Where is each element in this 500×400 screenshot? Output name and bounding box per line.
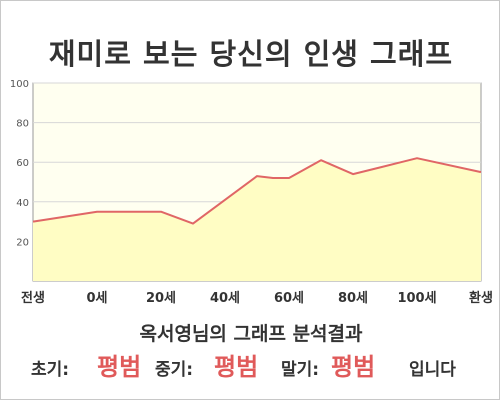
x-tick-label: 40세 xyxy=(210,291,240,306)
x-tick-label: 60세 xyxy=(274,291,304,306)
x-tick-label: 환생 xyxy=(469,290,493,306)
y-tick-label: 40 xyxy=(16,198,29,209)
life-line xyxy=(32,157,482,225)
x-tick-label: 80세 xyxy=(338,291,368,306)
analysis-result: 초기: 평범 중기: 평범 말기: 평범 입니다 xyxy=(1,347,500,383)
y-tick-label: 20 xyxy=(16,237,29,248)
early-label: 초기: xyxy=(31,360,70,380)
mid-value: 평범 xyxy=(214,353,259,381)
mid-label: 중기: xyxy=(155,360,194,380)
x-tick-label: 0세 xyxy=(86,291,107,306)
late-label: 말기: xyxy=(281,360,320,380)
x-tick-label: 100세 xyxy=(397,291,436,306)
y-tick-label: 60 xyxy=(16,158,29,169)
analysis-subtitle: 옥서영님의 그래프 분석결과 xyxy=(139,323,363,345)
result-ending: 입니다 xyxy=(409,360,456,380)
life-area-fill xyxy=(33,158,481,281)
early-value: 평범 xyxy=(97,353,142,381)
y-axis-ticks: 20 40 60 80 100 xyxy=(10,79,29,248)
page-title: 재미로 보는 당신의 인생 그래프 xyxy=(48,37,454,71)
late-value: 평범 xyxy=(331,353,376,381)
x-tick-label: 전생 xyxy=(21,290,45,306)
life-graph-chart: 20 40 60 80 100 전생 0세 20세 40세 60세 80세 100세 환생 xyxy=(10,79,493,306)
y-tick-label: 80 xyxy=(16,119,29,130)
x-axis-ticks: 전생 0세 20세 40세 60세 80세 100세 환생 xyxy=(21,290,493,306)
x-tick-label: 20세 xyxy=(146,291,176,306)
y-tick-label: 100 xyxy=(10,79,29,90)
